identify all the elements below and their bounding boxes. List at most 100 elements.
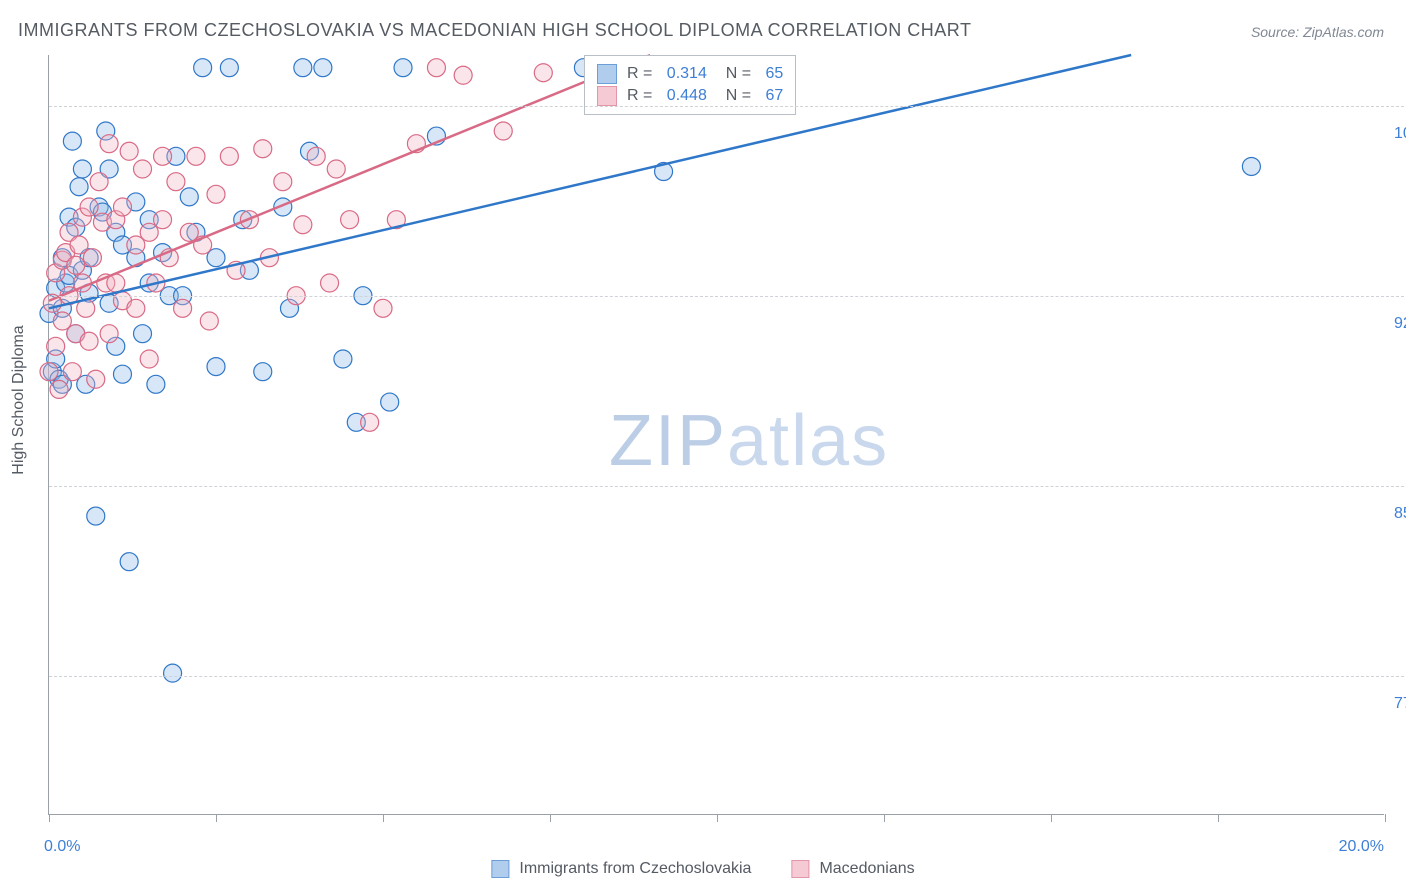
- data-point: [294, 216, 312, 234]
- x-tick: [884, 814, 885, 822]
- data-point: [361, 413, 379, 431]
- data-point: [327, 160, 345, 178]
- data-point: [194, 59, 212, 77]
- legend-n-label: N =: [717, 65, 756, 83]
- data-point: [427, 59, 445, 77]
- chart-source: Source: ZipAtlas.com: [1251, 24, 1384, 40]
- data-point: [174, 299, 192, 317]
- x-tick: [1218, 814, 1219, 822]
- grid-line-h: [49, 106, 1404, 107]
- data-point: [90, 173, 108, 191]
- data-point: [314, 59, 332, 77]
- legend-swatch: [597, 86, 617, 106]
- data-point: [63, 363, 81, 381]
- data-point: [47, 337, 65, 355]
- data-point: [180, 188, 198, 206]
- data-point: [140, 350, 158, 368]
- data-point: [454, 66, 472, 84]
- legend-swatch: [791, 860, 809, 878]
- data-point: [334, 350, 352, 368]
- data-point: [87, 507, 105, 525]
- x-tick: [216, 814, 217, 822]
- data-point: [381, 393, 399, 411]
- data-point: [321, 274, 339, 292]
- legend-label: Macedonians: [819, 860, 914, 878]
- data-point: [134, 325, 152, 343]
- data-point: [87, 370, 105, 388]
- data-point: [200, 312, 218, 330]
- data-point: [63, 132, 81, 150]
- x-tick: [717, 814, 718, 822]
- data-point: [274, 173, 292, 191]
- grid-line-h: [49, 676, 1404, 677]
- correlation-legend-row: R = 0.448 N = 67: [597, 86, 783, 106]
- data-point: [220, 147, 238, 165]
- x-tick: [49, 814, 50, 822]
- data-point: [80, 198, 98, 216]
- data-point: [1242, 157, 1260, 175]
- data-point: [120, 142, 138, 160]
- data-point: [134, 160, 152, 178]
- data-point: [154, 147, 172, 165]
- data-point: [294, 59, 312, 77]
- data-point: [113, 365, 131, 383]
- grid-line-h: [49, 296, 1404, 297]
- bottom-legend: Immigrants from Czechoslovakia Macedonian…: [491, 860, 914, 878]
- data-point: [220, 59, 238, 77]
- y-tick-label: 92.5%: [1394, 315, 1406, 333]
- data-point: [127, 299, 145, 317]
- chart-container: IMMIGRANTS FROM CZECHOSLOVAKIA VS MACEDO…: [0, 0, 1406, 892]
- y-tick-label: 100.0%: [1394, 125, 1406, 143]
- x-tick-label-max: 20.0%: [1339, 838, 1384, 856]
- data-point: [40, 363, 58, 381]
- data-point: [207, 185, 225, 203]
- data-point: [187, 147, 205, 165]
- x-tick: [383, 814, 384, 822]
- legend-n-value: 67: [766, 87, 784, 105]
- data-point: [207, 358, 225, 376]
- data-point: [83, 249, 101, 267]
- data-point: [50, 380, 68, 398]
- data-point: [73, 160, 91, 178]
- data-point: [147, 375, 165, 393]
- legend-swatch: [597, 64, 617, 84]
- legend-swatch: [491, 860, 509, 878]
- data-point: [164, 664, 182, 682]
- legend-r-label: R =: [627, 87, 657, 105]
- data-point: [100, 325, 118, 343]
- data-point: [120, 553, 138, 571]
- y-axis-label: High School Diploma: [10, 325, 28, 474]
- data-point: [307, 147, 325, 165]
- x-tick: [550, 814, 551, 822]
- legend-n-value: 65: [766, 65, 784, 83]
- grid-line-h: [49, 486, 1404, 487]
- data-point: [80, 332, 98, 350]
- x-tick: [1385, 814, 1386, 822]
- data-point: [394, 59, 412, 77]
- x-tick-label-min: 0.0%: [44, 838, 80, 856]
- data-point: [67, 256, 85, 274]
- y-tick-label: 85.0%: [1394, 505, 1406, 523]
- legend-item: Immigrants from Czechoslovakia: [491, 860, 751, 878]
- chart-title: IMMIGRANTS FROM CZECHOSLOVAKIA VS MACEDO…: [18, 20, 971, 41]
- legend-n-label: N =: [717, 87, 756, 105]
- data-point: [113, 198, 131, 216]
- data-point: [70, 178, 88, 196]
- correlation-legend-row: R = 0.314 N = 65: [597, 64, 783, 84]
- plot-area: ZIPatlas R = 0.314 N = 65R = 0.448 N = 6…: [48, 55, 1384, 815]
- data-point: [100, 135, 118, 153]
- legend-label: Immigrants from Czechoslovakia: [519, 860, 751, 878]
- legend-r-value: 0.314: [667, 65, 707, 83]
- data-point: [534, 64, 552, 82]
- legend-r-label: R =: [627, 65, 657, 83]
- data-point: [254, 363, 272, 381]
- data-point: [341, 211, 359, 229]
- data-point: [254, 140, 272, 158]
- data-point: [374, 299, 392, 317]
- x-tick: [1051, 814, 1052, 822]
- y-tick-label: 77.5%: [1394, 695, 1406, 713]
- data-point: [154, 211, 172, 229]
- legend-r-value: 0.448: [667, 87, 707, 105]
- chart-svg: [49, 55, 1384, 814]
- legend-item: Macedonians: [791, 860, 914, 878]
